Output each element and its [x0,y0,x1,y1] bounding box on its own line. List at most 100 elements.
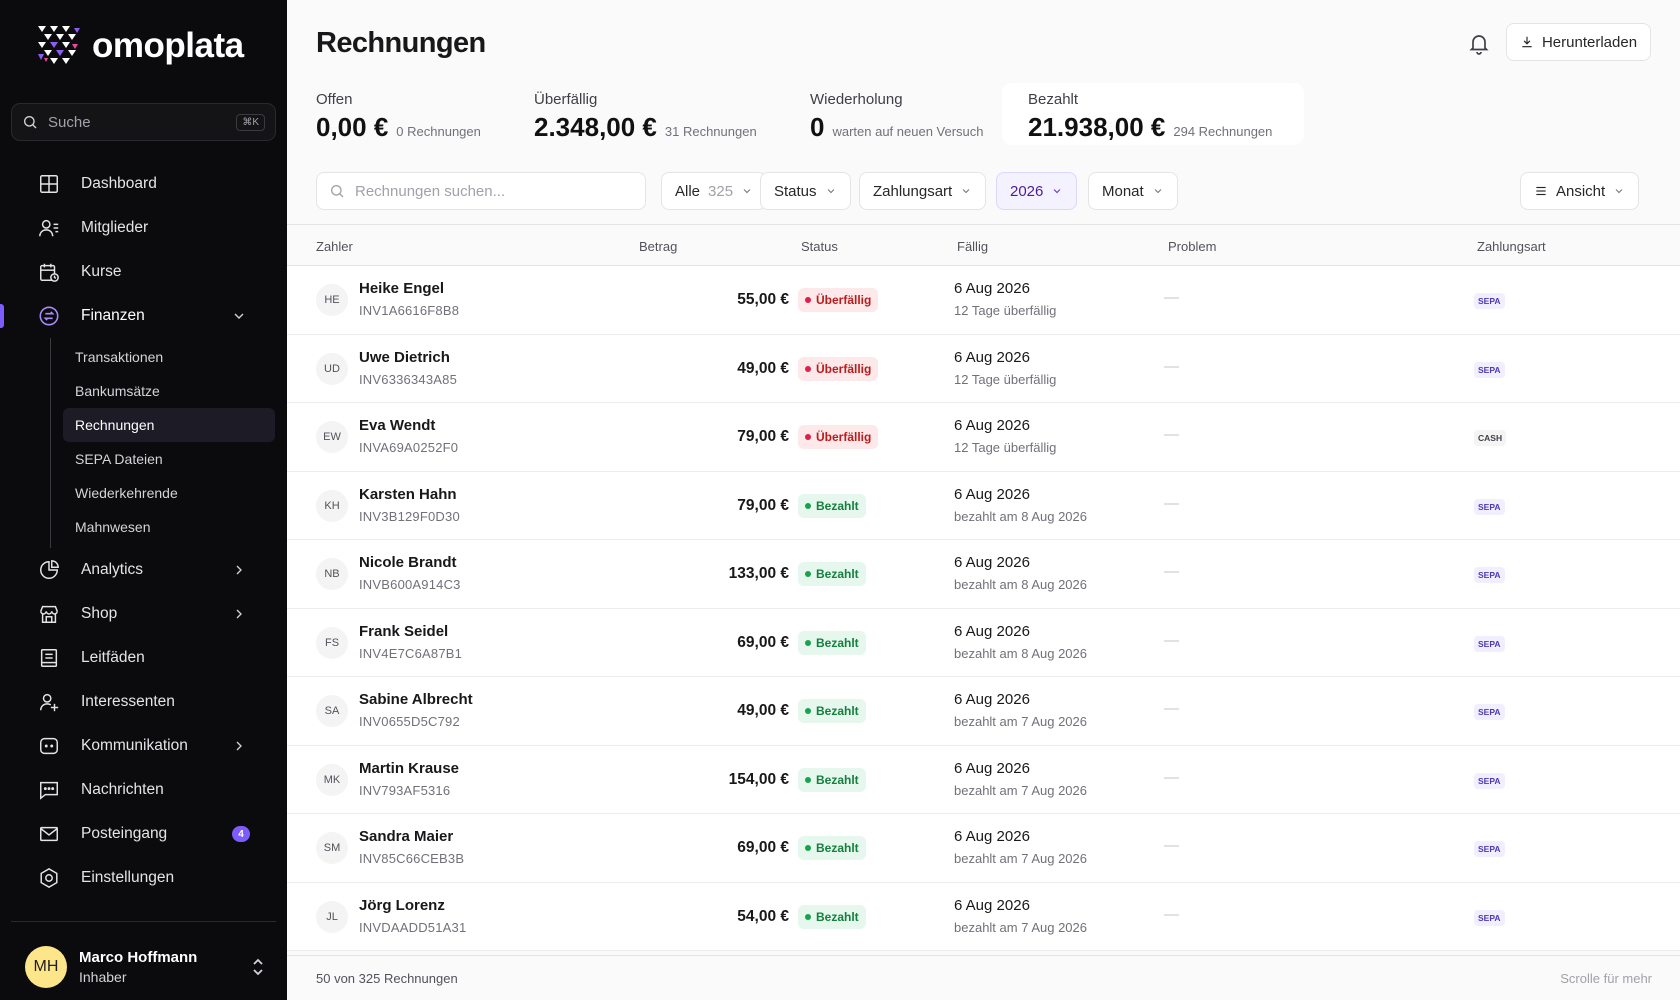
stat-offen[interactable]: Offen 0,00 € 0 Rechnungen [316,83,481,145]
payer-avatar: SA [316,695,348,727]
chevron-right-icon[interactable] [231,606,247,622]
sidebar-item-einstellungen[interactable]: Einstellungen [0,856,287,900]
invoice-id: INVA69A0252F0 [359,440,459,455]
column-header-betrag[interactable]: Betrag [639,239,678,254]
chevron-down-icon[interactable] [231,308,247,324]
bell-icon[interactable] [1467,31,1491,55]
stat-sub: 294 Rechnungen [1173,124,1273,139]
payer-name[interactable]: Uwe Dietrich [359,348,450,366]
payer-name[interactable]: Eva Wendt [359,417,436,434]
invoice-search-input[interactable]: Rechnungen suchen... [316,172,646,210]
subnav-item-bankumsaetze[interactable]: Bankumsätze [75,383,160,399]
due-detail: 12 Tage überfällig [954,440,1057,455]
brand[interactable]: omoplata [36,24,244,68]
stat-wiederholung[interactable]: Wiederholung 0 warten auf neuen Versuch [810,83,984,145]
subnav-item-transaktionen[interactable]: Transaktionen [75,349,164,365]
status-badge: Überfällig [798,356,879,381]
subnav-item-wiederkehrende[interactable]: Wiederkehrende [75,485,178,501]
table-row[interactable]: NB Nicole Brandt INVB600A914C3 133,00 € Beza… [287,540,1680,609]
table-row[interactable]: EW Eva Wendt INVA69A0252F0 79,00 € Überfälli… [287,403,1680,472]
filter-label: Status [774,182,817,200]
main-content: Rechnungen Herunterladen Offen 0,00 € 0 R… [287,0,1680,1000]
table-footer: 50 von 325 Rechnungen Scrolle für mehr [287,955,1680,1000]
payer-name[interactable]: Frank Seidel [359,622,449,640]
sidebar-item-leitfaeden[interactable]: Leitfäden [0,636,287,680]
filter-status[interactable]: Status [760,172,851,210]
column-header-faellig[interactable]: Fällig [957,239,989,254]
sidebar-nav: Dashboard Mitglieder Kurse Finanzen Tran… [0,162,287,900]
sidebar-item-label: Interessenten [81,693,175,710]
sidebar-item-kurse[interactable]: Kurse [0,250,287,294]
problem-value: — [1164,289,1179,306]
table-row[interactable]: JL Jörg Lorenz INVDAADD51A31 54,00 € Bezahlt… [287,882,1680,951]
sidebar-item-finanzen[interactable]: Finanzen [0,294,287,338]
chevron-down-icon [743,189,751,194]
column-header-zahlungsart[interactable]: Zahlungsart [1477,239,1546,254]
problem-value: — [1164,631,1179,649]
table-row[interactable]: SM Sandra Maier INV85C66CEB3B 69,00 € Bezahl… [287,814,1680,883]
book-icon [40,649,58,667]
sidebar-search[interactable]: Suche ⌘K [11,103,276,141]
sidebar-item-kommunikation[interactable]: Kommunikation [0,724,287,768]
sidebar: omoplata Suche ⌘K Dashboard Mitglieder K… [0,0,287,1000]
payer-avatar: KH [316,489,348,522]
column-header-zahler[interactable]: Zahler [316,239,353,254]
view-options-button[interactable]: Ansicht [1520,172,1640,210]
active-indicator [0,304,4,328]
invoice-id: INV6336343A85 [359,371,458,387]
payer-name[interactable]: Sandra Maier [359,828,454,845]
filter-alle[interactable]: Alle 325 [661,172,768,210]
status-dot-icon [805,845,811,851]
sidebar-item-shop[interactable]: Shop [0,592,287,636]
filter-label: Monat [1102,182,1144,200]
filter-label: 2026 [1010,182,1044,200]
subnav-item-sepa-dateien[interactable]: SEPA Dateien [75,451,163,467]
table-row[interactable]: UD Uwe Dietrich INV6336343A85 49,00 € Überfä… [287,334,1680,403]
stat-label: Überfällig [534,91,598,108]
payer-name[interactable]: Heike Engel [359,280,445,297]
invoice-amount: 49,00 € [737,702,789,719]
sidebar-item-label: Posteingang [81,825,168,842]
column-header-problem[interactable]: Problem [1168,239,1217,254]
status-label: Bezahlt [816,704,859,718]
subnav-item-mahnwesen[interactable]: Mahnwesen [75,519,151,535]
table-row[interactable]: HE Heike Engel INV1A6616F8B8 55,00 € Überfäl… [287,266,1680,335]
payer-name[interactable]: Sabine Albrecht [359,691,473,708]
sidebar-item-nachrichten[interactable]: Nachrichten [0,768,287,812]
invoice-amount: 69,00 € [737,839,789,856]
sidebar-item-interessenten[interactable]: Interessenten [0,680,287,724]
table-row[interactable]: SA Sabine Albrecht INV0655D5C792 49,00 € Bez… [287,677,1680,746]
sidebar-item-analytics[interactable]: Analytics [0,548,287,592]
filter-monat[interactable]: Monat [1088,172,1178,210]
table-row[interactable]: MK Martin Krause INV793AF5316 154,00 € Bezah… [287,745,1680,814]
status-label: Überfällig [816,293,872,307]
sidebar-item-label: Dashboard [81,175,157,192]
sidebar-item-dashboard[interactable]: Dashboard [0,162,287,206]
filter-zahlungsart[interactable]: Zahlungsart [859,172,987,210]
payer-name[interactable]: Jörg Lorenz [359,896,445,914]
problem-value: — [1164,426,1179,443]
payer-name[interactable]: Karsten Hahn [359,485,457,503]
payer-name[interactable]: Nicole Brandt [359,554,457,571]
table-row[interactable]: KH Karsten Hahn INV3B129F0D30 79,00 € Bezahl… [287,471,1680,540]
sidebar-item-posteingang[interactable]: Posteingang 4 [0,812,287,856]
filter-label: Zahlungsart [873,182,953,200]
payer-name[interactable]: Martin Krause [359,759,460,777]
filter-year[interactable]: 2026 [996,172,1078,210]
payer-avatar: SM [316,832,348,864]
chat-bubble-icon [40,737,58,755]
chevron-right-icon[interactable] [231,738,247,754]
download-button[interactable]: Herunterladen [1506,23,1651,61]
column-header-status[interactable]: Status [801,239,838,254]
table-row[interactable]: FS Frank Seidel INV4E7C6A87B1 69,00 € Bezahl… [287,608,1680,677]
chevron-right-icon[interactable] [231,562,247,578]
subnav-item-rechnungen[interactable]: Rechnungen [63,408,275,442]
status-dot-icon [805,776,811,783]
chevron-up-down-icon[interactable] [251,958,265,976]
sidebar-item-mitglieder[interactable]: Mitglieder [0,206,287,250]
stat-ueberfaellig[interactable]: Überfällig 2.348,00 € 31 Rechnungen [534,83,757,145]
stat-bezahlt[interactable]: Bezahlt 21.938,00 € 294 Rechnungen [1002,83,1304,145]
payer-avatar: NB [316,558,348,590]
status-label: Überfällig [816,430,872,444]
user-menu[interactable]: MH Marco Hoffmann Inhaber [25,946,265,988]
